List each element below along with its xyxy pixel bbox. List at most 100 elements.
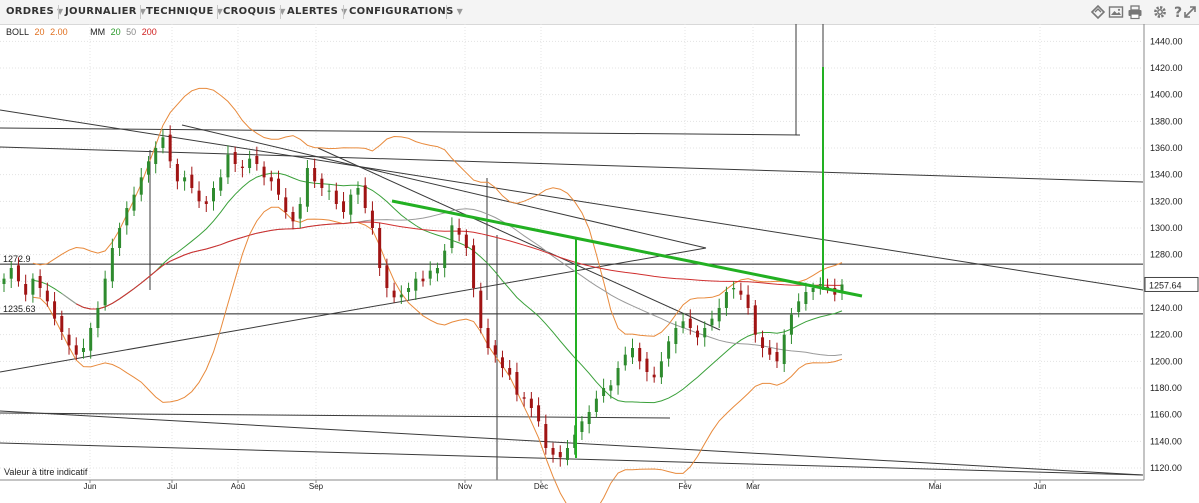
trendline	[0, 247, 707, 373]
candle-body	[327, 190, 331, 192]
candle-body	[96, 308, 100, 328]
candle-body	[16, 265, 20, 282]
legend-mm-fast: 20	[110, 27, 121, 37]
image-icon[interactable]	[1107, 3, 1125, 21]
legend-boll-period: 20	[34, 27, 45, 37]
price-tick-label: 1420.00	[1150, 63, 1183, 73]
menu-ordres-label: ORDRES	[6, 6, 55, 17]
candle-body	[811, 288, 815, 292]
candle-body	[74, 345, 78, 355]
time-tick-label: Aoû	[231, 482, 245, 491]
candle-body	[616, 368, 620, 386]
candle-body	[688, 318, 692, 328]
menu-croquis-label: CROQUIS	[223, 6, 277, 17]
last-price-box	[1144, 276, 1199, 292]
price-axis: 1120.00 1140.00 1160.00 1180.00 1200.00 1220.…	[1143, 24, 1199, 480]
svg-text:?: ?	[1174, 5, 1182, 21]
candle-body	[378, 228, 382, 268]
candle-body	[609, 385, 613, 391]
drawing-tools-icon[interactable]	[1089, 3, 1107, 21]
time-tick-label: Mai	[929, 482, 942, 491]
candle-body	[638, 348, 642, 362]
candle-body	[826, 286, 830, 288]
menu-alertes[interactable]: ALERTES ▼	[287, 0, 348, 24]
menu-configurations[interactable]: CONFIGURATIONS ▼	[349, 0, 463, 24]
candle-body	[717, 308, 721, 322]
candle-body	[103, 278, 107, 306]
candle-body	[652, 374, 656, 378]
chevron-down-icon: ▼	[279, 7, 286, 16]
menu-configurations-label: CONFIGURATIONS	[349, 6, 454, 17]
candle-body	[81, 348, 85, 352]
candle-body	[732, 288, 736, 290]
level-label: 1235.63	[3, 304, 36, 314]
ma-20-line	[32, 172, 843, 404]
last-price-label: 1257.64	[1149, 280, 1182, 290]
candle-body	[305, 168, 309, 207]
candle-body	[183, 177, 187, 182]
candle-body	[435, 268, 439, 274]
time-tick-label: Jun	[84, 482, 97, 491]
time-tick-label: Mar	[746, 482, 760, 491]
candle-body	[631, 348, 634, 358]
green-trendline	[391, 199, 863, 298]
menu-technique[interactable]: TECHNIQUE ▼	[146, 0, 223, 24]
price-tick-label: 1180.00	[1150, 383, 1182, 393]
menu-journalier[interactable]: JOURNALIER ▼	[65, 0, 146, 24]
candle-body	[248, 158, 252, 168]
trendline	[0, 109, 1144, 291]
candle-body	[500, 357, 504, 368]
chevron-down-icon: ▼	[139, 7, 147, 16]
print-icon[interactable]	[1126, 3, 1144, 21]
candle-body	[674, 328, 678, 344]
candle-body	[298, 204, 302, 219]
candle-body	[724, 292, 728, 308]
candle-body	[602, 388, 606, 396]
candle-body	[277, 178, 281, 195]
trendline	[181, 124, 707, 249]
menu-separator	[58, 5, 59, 19]
candle-body	[219, 177, 223, 191]
price-tick-label: 1120.00	[1150, 463, 1182, 473]
candle-body	[212, 188, 215, 202]
candle-body	[580, 421, 584, 432]
price-tick-label: 1140.00	[1150, 436, 1182, 446]
time-tick-label: Déc	[534, 482, 548, 491]
candle-body	[789, 314, 793, 335]
candle-body	[428, 270, 432, 279]
price-tick-label: 1160.00	[1150, 410, 1182, 420]
menu-ordres[interactable]: ORDRES ▼	[6, 0, 64, 24]
candle-body	[175, 164, 179, 182]
candle-body	[204, 201, 208, 204]
candle-body	[385, 265, 389, 288]
candle-body	[45, 290, 49, 302]
candle-body	[529, 398, 533, 408]
candle-body	[667, 341, 671, 359]
candle-body	[587, 412, 591, 424]
legend-mm-slow: 200	[141, 27, 157, 37]
candle-body	[9, 268, 13, 279]
candle-body	[746, 294, 750, 308]
candle-body	[168, 134, 172, 162]
candle-body	[840, 284, 844, 292]
candle-body	[255, 156, 259, 164]
expand-icon[interactable]	[1181, 3, 1199, 21]
chevron-down-icon: ▼	[456, 7, 464, 16]
candle-body	[197, 190, 201, 202]
candle-body	[775, 352, 779, 362]
menu-separator	[343, 5, 344, 19]
candle-body	[818, 284, 822, 286]
candle-body	[558, 452, 562, 458]
settings-icon[interactable]	[1151, 3, 1169, 21]
candle-body	[356, 188, 360, 195]
indicator-legend: BOLL 20 2.00 MM 20 50 200	[6, 27, 160, 37]
candle-body	[565, 448, 569, 460]
trendline	[0, 412, 671, 419]
help-icon[interactable]: ?	[1169, 3, 1187, 21]
candle-body	[349, 194, 353, 215]
menu-separator	[280, 5, 281, 19]
menu-croquis[interactable]: CROQUIS ▼	[223, 0, 286, 24]
price-tick-label: 1240.00	[1150, 303, 1183, 313]
candle-body	[681, 321, 685, 328]
